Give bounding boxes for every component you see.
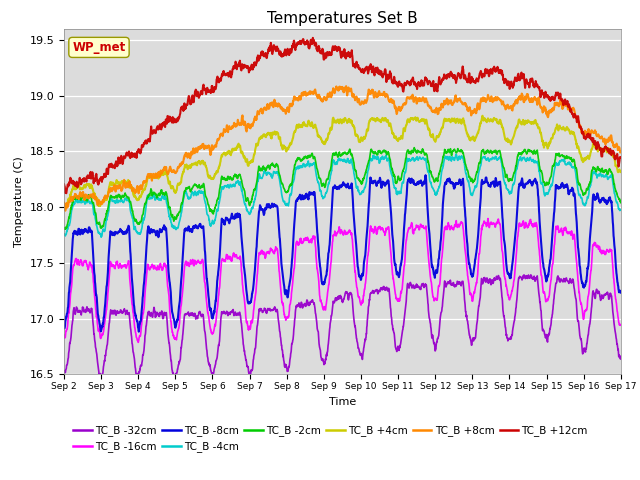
Legend: TC_B -32cm, TC_B -16cm, TC_B -8cm, TC_B -4cm, TC_B -2cm, TC_B +4cm, TC_B +8cm, T: TC_B -32cm, TC_B -16cm, TC_B -8cm, TC_B … bbox=[69, 421, 592, 456]
Y-axis label: Temperature (C): Temperature (C) bbox=[14, 156, 24, 247]
Text: WP_met: WP_met bbox=[72, 41, 125, 54]
X-axis label: Time: Time bbox=[329, 396, 356, 407]
Title: Temperatures Set B: Temperatures Set B bbox=[267, 11, 418, 26]
